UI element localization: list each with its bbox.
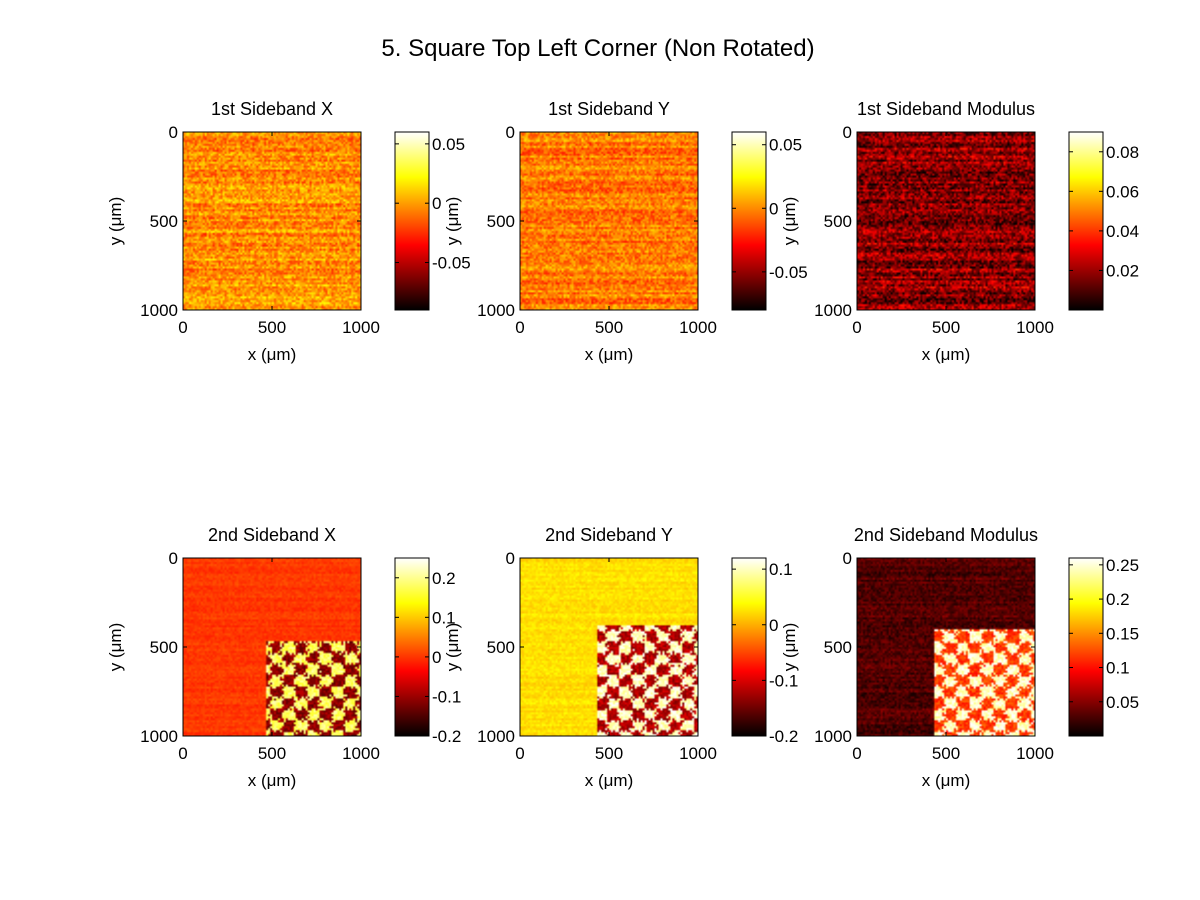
colorbar-tick-label: -0.2 <box>432 727 461 746</box>
colorbar <box>394 557 430 737</box>
colorbar <box>731 131 767 311</box>
y-tick-label: 1000 <box>140 301 178 320</box>
x-tick-label: 0 <box>852 318 861 337</box>
colorbar-tick-label: 0.05 <box>1106 693 1139 712</box>
colorbar-tick-label: 0.05 <box>769 136 802 155</box>
y-tick-label: 500 <box>824 638 852 657</box>
subplot-title: 2nd Sideband X <box>208 525 336 545</box>
x-tick-label: 1000 <box>679 318 717 337</box>
x-tick-label: 500 <box>595 744 623 763</box>
y-tick-label: 0 <box>843 549 852 568</box>
colorbar-tick-label: 0 <box>432 648 441 667</box>
y-axis-label: y (μm) <box>780 197 799 246</box>
colorbar-tick-label: -0.1 <box>432 687 461 706</box>
colorbar-tick-label: -0.05 <box>432 254 471 273</box>
y-tick-label: 500 <box>487 638 515 657</box>
colorbar-tick-label: 0.1 <box>1106 659 1130 678</box>
y-axis-label: y (μm) <box>443 197 462 246</box>
x-axis-label: x (μm) <box>585 771 634 790</box>
x-tick-label: 1000 <box>1016 318 1054 337</box>
x-tick-label: 500 <box>932 744 960 763</box>
x-tick-label: 500 <box>595 318 623 337</box>
colorbar-tick-label: -0.05 <box>769 263 808 282</box>
colorbar-tick-label: 0.02 <box>1106 261 1139 280</box>
colorbar-tick-label: 0 <box>769 199 778 218</box>
colorbar <box>1068 557 1104 737</box>
colorbar-tick-label: 0.1 <box>769 560 793 579</box>
colorbar-tick-label: -0.1 <box>769 671 798 690</box>
y-tick-label: 0 <box>169 123 178 142</box>
y-tick-label: 1000 <box>814 727 852 746</box>
x-axis-label: x (μm) <box>922 771 971 790</box>
colorbar-tick-label: 0.04 <box>1106 222 1139 241</box>
colorbar-tick-label: 0.08 <box>1106 143 1139 162</box>
x-axis-label: x (μm) <box>248 771 297 790</box>
heatmap-image <box>520 558 698 736</box>
x-tick-label: 0 <box>515 318 524 337</box>
y-axis-label: y (μm) <box>106 623 125 672</box>
colorbar-tick-label: 0 <box>432 194 441 213</box>
y-tick-label: 500 <box>150 638 178 657</box>
colorbar-tick-label: 0.06 <box>1106 182 1139 201</box>
x-tick-label: 1000 <box>342 318 380 337</box>
colorbar <box>1068 131 1104 311</box>
colorbar-tick-label: 0.25 <box>1106 556 1139 575</box>
figure-title: 5. Square Top Left Corner (Non Rotated) <box>381 35 814 62</box>
heatmap-image <box>857 558 1035 736</box>
x-axis-label: x (μm) <box>585 345 634 364</box>
y-tick-label: 500 <box>824 212 852 231</box>
colorbar-tick-label: 0.05 <box>432 135 465 154</box>
subplot-title: 2nd Sideband Modulus <box>854 525 1038 545</box>
heatmap-image <box>183 132 361 310</box>
y-tick-label: 500 <box>150 212 178 231</box>
y-tick-label: 1000 <box>814 301 852 320</box>
colorbar-tick-label: 0.2 <box>432 569 456 588</box>
y-tick-label: 0 <box>506 123 515 142</box>
subplot-title: 1st Sideband X <box>211 99 333 119</box>
y-axis-label: y (μm) <box>106 197 125 246</box>
x-tick-label: 0 <box>852 744 861 763</box>
y-tick-label: 1000 <box>140 727 178 746</box>
colorbar-tick-label: -0.2 <box>769 727 798 746</box>
colorbar <box>394 131 430 311</box>
y-tick-label: 0 <box>506 549 515 568</box>
y-tick-label: 1000 <box>477 301 515 320</box>
x-axis-label: x (μm) <box>248 345 297 364</box>
x-tick-label: 500 <box>932 318 960 337</box>
x-tick-label: 1000 <box>679 744 717 763</box>
heatmap-image <box>183 558 361 736</box>
x-tick-label: 500 <box>258 318 286 337</box>
x-tick-label: 0 <box>515 744 524 763</box>
y-tick-label: 1000 <box>477 727 515 746</box>
x-tick-label: 1000 <box>342 744 380 763</box>
y-tick-label: 500 <box>487 212 515 231</box>
x-tick-label: 500 <box>258 744 286 763</box>
subplot-title: 1st Sideband Modulus <box>857 99 1035 119</box>
y-axis-label: y (μm) <box>780 623 799 672</box>
colorbar-tick-label: 0.15 <box>1106 624 1139 643</box>
x-tick-label: 0 <box>178 318 187 337</box>
y-tick-label: 0 <box>169 549 178 568</box>
x-tick-label: 0 <box>178 744 187 763</box>
colorbar <box>731 557 767 737</box>
x-tick-label: 1000 <box>1016 744 1054 763</box>
colorbar-tick-label: 0 <box>769 616 778 635</box>
y-axis-label: y (μm) <box>443 623 462 672</box>
colorbar-tick-label: 0.2 <box>1106 590 1130 609</box>
heatmap-image <box>520 132 698 310</box>
y-tick-label: 0 <box>843 123 852 142</box>
colorbar-tick-label: 0.1 <box>432 608 456 627</box>
x-axis-label: x (μm) <box>922 345 971 364</box>
heatmap-image <box>857 132 1035 310</box>
subplot-title: 1st Sideband Y <box>548 99 670 119</box>
subplot-title: 2nd Sideband Y <box>545 525 673 545</box>
